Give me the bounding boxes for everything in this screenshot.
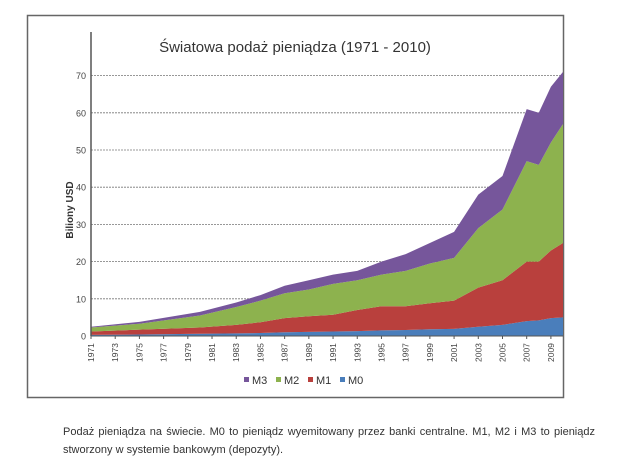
legend-label-m2: M2 [284,375,299,387]
x-tick-label: 1985 [255,343,265,362]
x-tick-label: 2007 [522,343,532,362]
x-tick-label: 2003 [473,343,483,362]
area-m1 [91,243,563,335]
area-m2 [91,123,563,332]
legend-label-m0: M0 [348,375,363,387]
y-tick-label: 10 [76,294,86,304]
legend-label-m3: M3 [252,375,267,387]
x-tick-label: 1977 [159,343,169,362]
figure-caption: Podaż pieniądza na świecie. M0 to pienią… [63,426,595,456]
x-tick-label: 1987 [280,343,290,362]
x-tick-label: 1993 [352,343,362,362]
x-tick-label: 1975 [134,343,144,362]
x-tick-label: 1981 [207,343,217,362]
y-tick-label: 40 [76,183,86,193]
legend-label-m1: M1 [316,375,331,387]
money-supply-chart: Światowa podaż pieniądza (1971 - 2010) B… [26,14,565,399]
legend-swatch-m1 [308,377,313,382]
y-tick-label: 20 [76,257,86,267]
x-tick-label: 2005 [497,343,507,362]
x-tick-label: 1997 [401,343,411,362]
y-tick-label: 70 [76,71,86,81]
x-tick-label: 2001 [449,343,459,362]
y-tick-label: 0 [81,332,86,342]
x-tick-label: 1971 [86,343,96,362]
y-axis-label: Biliony USD [65,181,76,238]
x-tick-label: 1973 [110,343,120,362]
x-tick-label: 2009 [546,343,556,362]
x-tick-label: 1999 [425,343,435,362]
x-tick-label: 1991 [328,343,338,362]
x-tick-label: 1979 [183,343,193,362]
legend-swatch-m3 [244,377,249,382]
y-tick-label: 30 [76,220,86,230]
x-tick-label: 1983 [231,343,241,362]
legend-swatch-m2 [276,377,281,382]
legend-swatch-m0 [340,377,345,382]
y-tick-label: 60 [76,108,86,118]
x-tick-label: 1995 [376,343,386,362]
area-m0 [91,317,563,336]
x-tick-label: 1989 [304,343,314,362]
area-m3 [91,71,563,328]
chart-title: Światowa podaż pieniądza (1971 - 2010) [159,38,431,56]
y-tick-label: 50 [76,146,86,156]
